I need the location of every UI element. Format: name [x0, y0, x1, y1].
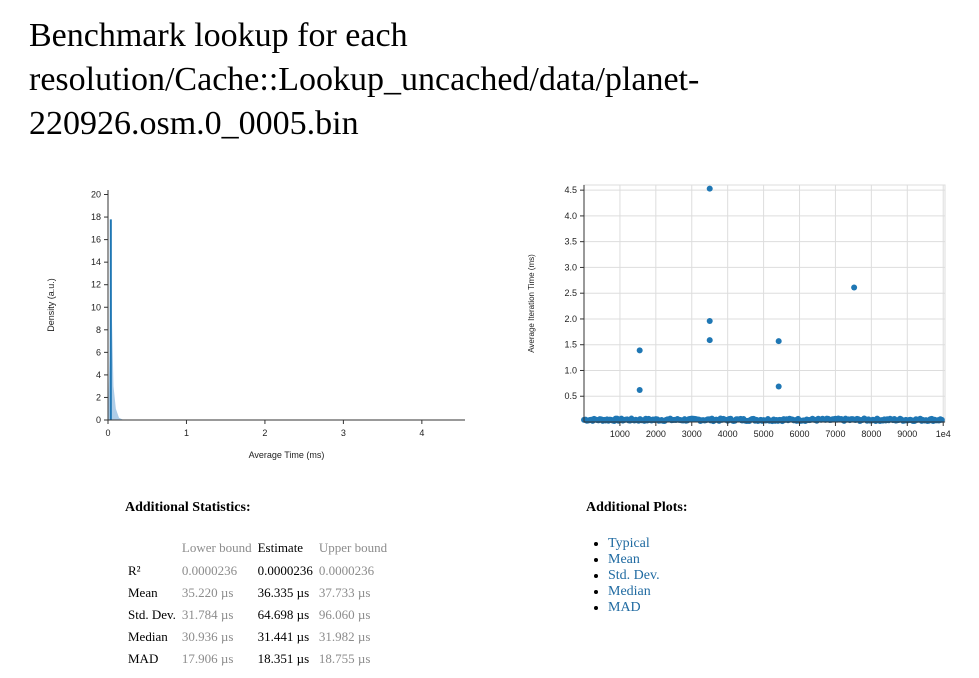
- x-tick-label: 3000: [682, 429, 702, 439]
- y-tick-label: 10: [91, 302, 101, 312]
- stat-upper: 96.060 µs: [318, 607, 371, 622]
- x-axis-label: Average Time (ms): [249, 450, 325, 460]
- list-item: MAD: [608, 600, 660, 616]
- iteration-times-plot: 0.5 1.0 1.5 2.0 2.5 3.0 3.5 4.0 4.5 1000 2000 3000 4…: [527, 184, 951, 439]
- stat-upper: 0.0000236: [318, 563, 375, 578]
- additional-plots-heading: Additional Plots:: [586, 500, 688, 515]
- y-tick-label: 6: [96, 347, 101, 357]
- header-lower-bound: Lower bound: [181, 540, 252, 555]
- stat-estimate: 64.698 µs: [257, 607, 310, 622]
- y-tick-label: 8: [96, 325, 101, 335]
- additional-plots-list: Typical Mean Std. Dev. Median MAD: [588, 536, 660, 616]
- outlier-point: [706, 337, 713, 344]
- header-empty: [125, 536, 179, 560]
- y-tick-label: 18: [91, 212, 101, 222]
- x-tick-label: 4000: [718, 429, 738, 439]
- stat-lower: 30.936 µs: [181, 629, 234, 644]
- header-upper-bound: Upper bound: [318, 540, 388, 555]
- outlier-point: [775, 383, 782, 390]
- stat-upper: 18.755 µs: [318, 651, 371, 666]
- outlier-point: [706, 318, 713, 325]
- list-item: Mean: [608, 552, 660, 568]
- list-item: Median: [608, 584, 660, 600]
- y-tick-label: 3.0: [564, 262, 577, 272]
- x-tick-label: 1000: [610, 429, 630, 439]
- y-axis-label: Density (a.u.): [46, 278, 56, 332]
- list-item: Std. Dev.: [608, 568, 660, 584]
- y-tick-label: 4.0: [564, 211, 577, 221]
- x-tick-label: 9000: [897, 429, 917, 439]
- stat-lower: 0.0000236: [181, 563, 238, 578]
- outlier-point: [851, 284, 858, 291]
- stat-estimate: 18.351 µs: [257, 651, 310, 666]
- plot-link-typical[interactable]: Typical: [608, 536, 650, 551]
- stat-row-r2: R² 0.0000236 0.0000236 0.0000236: [125, 560, 390, 582]
- y-tick-label: 4.5: [564, 185, 577, 195]
- stat-upper: 37.733 µs: [318, 585, 371, 600]
- outlier-point: [636, 347, 643, 354]
- stat-estimate: 0.0000236: [257, 563, 313, 578]
- y-tick-label: 14: [91, 257, 101, 267]
- additional-statistics-heading: Additional Statistics:: [125, 500, 251, 515]
- x-tick-label: 2: [262, 428, 267, 438]
- x-tick-label: 1: [184, 428, 189, 438]
- stat-lower: 35.220 µs: [181, 585, 234, 600]
- page-title: Benchmark lookup for each resolution/Cac…: [29, 17, 700, 142]
- plot-frame: [583, 184, 946, 423]
- y-axis-label: Average Iteration Time (ms): [527, 254, 536, 353]
- y-tick-label: 2.0: [564, 314, 577, 324]
- statistics-table: Lower bound Estimate Upper bound R² 0.00…: [125, 536, 390, 670]
- statistics-header-row: Lower bound Estimate Upper bound: [125, 536, 390, 560]
- header-estimate: Estimate: [257, 540, 304, 555]
- stat-row-mean: Mean 35.220 µs 36.335 µs 37.733 µs: [125, 582, 390, 604]
- plot-link-std-dev[interactable]: Std. Dev.: [608, 568, 660, 583]
- stat-estimate: 36.335 µs: [257, 585, 310, 600]
- stat-label: Mean: [128, 585, 158, 600]
- stat-label: Std. Dev.: [128, 607, 176, 622]
- x-tick-label: 0: [105, 428, 110, 438]
- x-tick-label: 4: [419, 428, 424, 438]
- stat-label: R²: [128, 563, 141, 578]
- y-tick-label: 2: [96, 392, 101, 402]
- stat-estimate: 31.441 µs: [257, 629, 310, 644]
- x-tick-label: 7000: [825, 429, 845, 439]
- y-tick-label: 12: [91, 280, 101, 290]
- sample-point: [938, 416, 945, 423]
- stat-label: Median: [128, 629, 168, 644]
- y-tick-label: 1.5: [564, 340, 577, 350]
- plot-link-median[interactable]: Median: [608, 584, 651, 599]
- stat-row-std-dev: Std. Dev. 31.784 µs 64.698 µs 96.060 µs: [125, 604, 390, 626]
- outlier-point: [706, 185, 713, 192]
- x-tick-label: 8000: [861, 429, 881, 439]
- outlier-point: [775, 338, 782, 345]
- y-tick-label: 3.5: [564, 237, 577, 247]
- x-tick-label: 1e4: [936, 429, 951, 439]
- x-tick-label: 3: [341, 428, 346, 438]
- density-area: [108, 219, 124, 420]
- y-tick-label: 1.0: [564, 365, 577, 375]
- y-tick-label: 16: [91, 235, 101, 245]
- y-tick-label: 4: [96, 370, 101, 380]
- y-tick-label: 2.5: [564, 288, 577, 298]
- stat-row-median: Median 30.936 µs 31.441 µs 31.982 µs: [125, 626, 390, 648]
- stat-label: MAD: [128, 651, 159, 666]
- stat-upper: 31.982 µs: [318, 629, 371, 644]
- y-tick-label: 0.5: [564, 391, 577, 401]
- x-tick-label: 5000: [754, 429, 774, 439]
- x-tick-label: 6000: [790, 429, 810, 439]
- plot-link-mad[interactable]: MAD: [608, 600, 641, 615]
- outlier-point: [636, 387, 643, 394]
- stat-row-mad: MAD 17.906 µs 18.351 µs 18.755 µs: [125, 648, 390, 670]
- x-tick-label: 2000: [646, 429, 666, 439]
- plot-link-mean[interactable]: Mean: [608, 552, 640, 567]
- y-tick-label: 0: [96, 415, 101, 425]
- stat-lower: 17.906 µs: [181, 651, 234, 666]
- y-tick-label: 20: [91, 190, 101, 200]
- list-item: Typical: [608, 536, 660, 552]
- stat-lower: 31.784 µs: [181, 607, 234, 622]
